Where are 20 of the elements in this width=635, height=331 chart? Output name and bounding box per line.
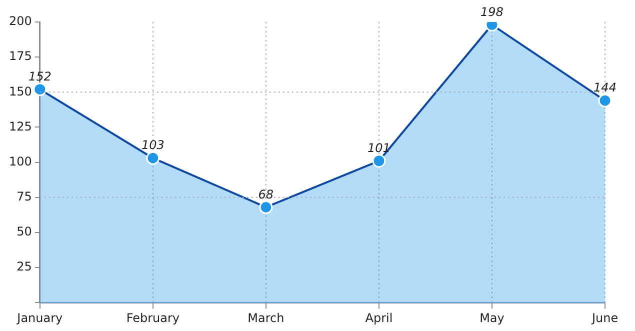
y-tick-label: 25 bbox=[16, 260, 32, 274]
x-tick-label: April bbox=[365, 310, 393, 325]
x-tick-label: January bbox=[16, 310, 63, 325]
data-label: 101 bbox=[368, 141, 390, 156]
data-label: 198 bbox=[480, 4, 504, 19]
x-tick-label: March bbox=[248, 310, 284, 325]
data-label: 103 bbox=[141, 138, 164, 152]
y-tick-label: 150 bbox=[9, 84, 32, 98]
data-label: 152 bbox=[28, 69, 52, 84]
y-tick-label: 100 bbox=[9, 154, 32, 168]
data-label: 68 bbox=[258, 187, 274, 202]
y-tick-label: 175 bbox=[9, 49, 32, 64]
x-tick-label: February bbox=[126, 310, 180, 325]
y-tick-label: 200 bbox=[9, 14, 32, 28]
y-tick-label: 125 bbox=[9, 119, 32, 134]
y-tick-label: 75 bbox=[16, 190, 32, 204]
x-tick-label: May bbox=[480, 310, 504, 325]
y-tick-label: 50 bbox=[16, 224, 32, 239]
data-label: 144 bbox=[594, 80, 616, 95]
x-tick-label: June bbox=[590, 310, 618, 325]
